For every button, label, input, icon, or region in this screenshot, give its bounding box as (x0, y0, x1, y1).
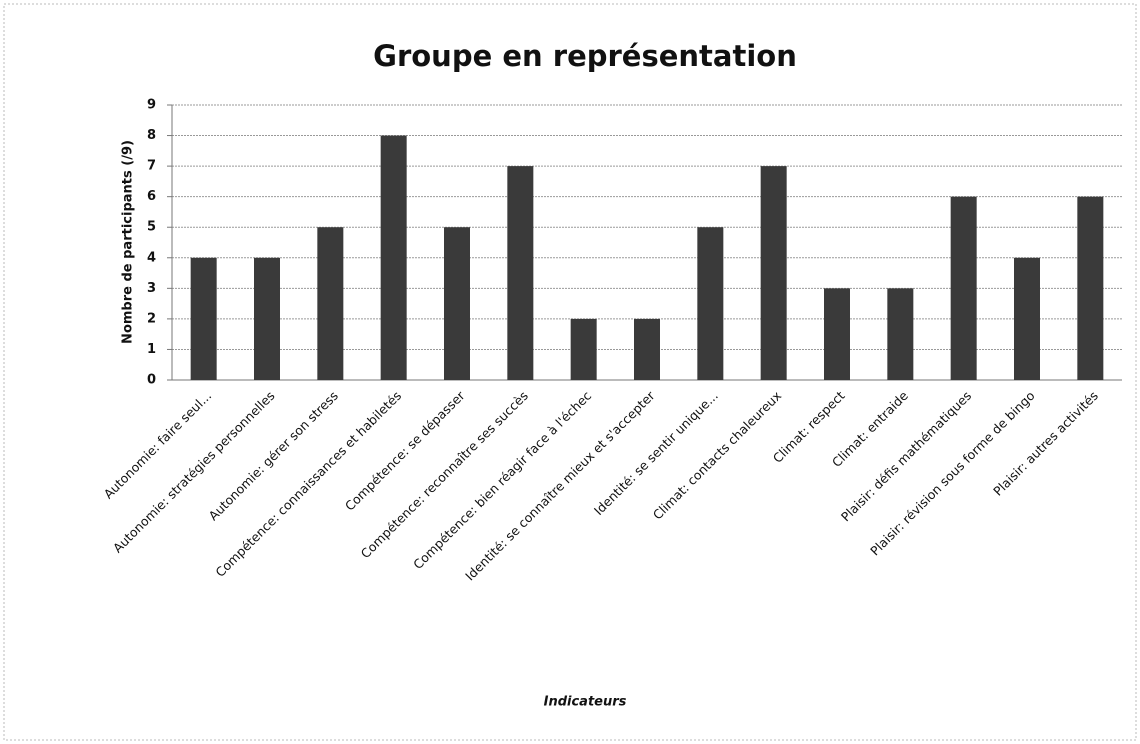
bar (1014, 257, 1040, 380)
x-axis-title: Indicateurs (544, 695, 627, 710)
bar (887, 288, 914, 380)
y-tick-label: 4 (147, 250, 156, 265)
bar (507, 166, 534, 380)
y-tick-label: 6 (147, 189, 156, 204)
bar (824, 288, 850, 380)
y-tick-label: 0 (147, 373, 156, 388)
bar (570, 318, 597, 380)
bar (634, 318, 660, 380)
y-tick-label: 9 (147, 98, 156, 113)
bar (190, 257, 217, 380)
bar (380, 135, 407, 380)
y-axis-title: Nombre de participants (/9) (121, 140, 136, 344)
bar (950, 196, 977, 380)
y-tick-label: 5 (147, 220, 156, 235)
bar (317, 227, 344, 380)
y-tick-label: 1 (147, 342, 156, 357)
bar (760, 166, 787, 380)
bar (1077, 196, 1104, 380)
bar (444, 227, 470, 380)
y-tick-label: 2 (147, 311, 156, 326)
y-tick-label: 8 (147, 128, 156, 143)
bar (697, 227, 724, 380)
y-tick-label: 3 (147, 281, 156, 296)
bar (254, 257, 280, 380)
chart-title: Groupe en représentation (373, 39, 797, 73)
y-tick-label: 7 (147, 159, 156, 174)
